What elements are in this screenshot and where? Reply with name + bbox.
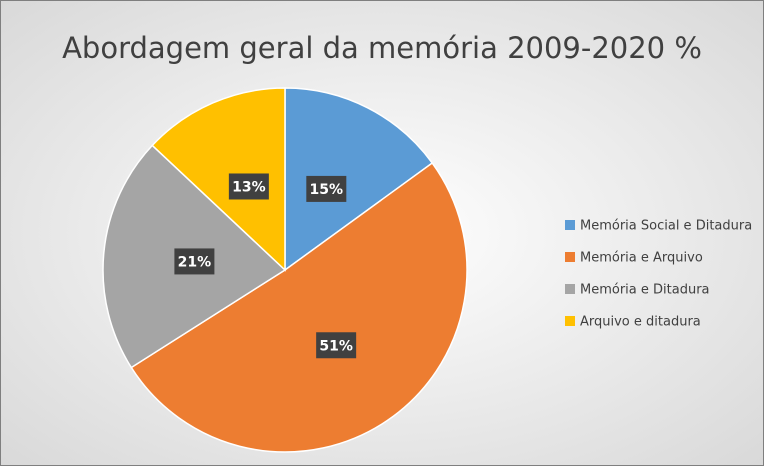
legend-swatch xyxy=(565,284,575,294)
legend-swatch xyxy=(565,220,575,230)
data-label-box xyxy=(228,173,269,200)
legend-label: Memória Social e Ditadura xyxy=(580,219,752,234)
data-label: 15% xyxy=(310,182,344,198)
data-label-box xyxy=(316,332,357,359)
pie-slice xyxy=(130,161,468,453)
legend-swatch xyxy=(565,316,575,326)
data-label: 51% xyxy=(319,338,353,354)
legend-label: Arquivo e ditadura xyxy=(580,315,701,330)
legend-label: Memória e Arquivo xyxy=(580,251,703,266)
data-label: 13% xyxy=(232,179,266,195)
chart-title: Abordagem geral da memória 2009-2020 % xyxy=(62,31,702,65)
data-label-box xyxy=(306,175,347,202)
pie-slice xyxy=(284,87,434,272)
legend-swatch xyxy=(565,252,575,262)
data-label-box xyxy=(174,248,215,275)
legend-label: Memória e Ditadura xyxy=(580,283,710,298)
data-label: 21% xyxy=(178,254,212,270)
pie-slice xyxy=(151,87,286,272)
